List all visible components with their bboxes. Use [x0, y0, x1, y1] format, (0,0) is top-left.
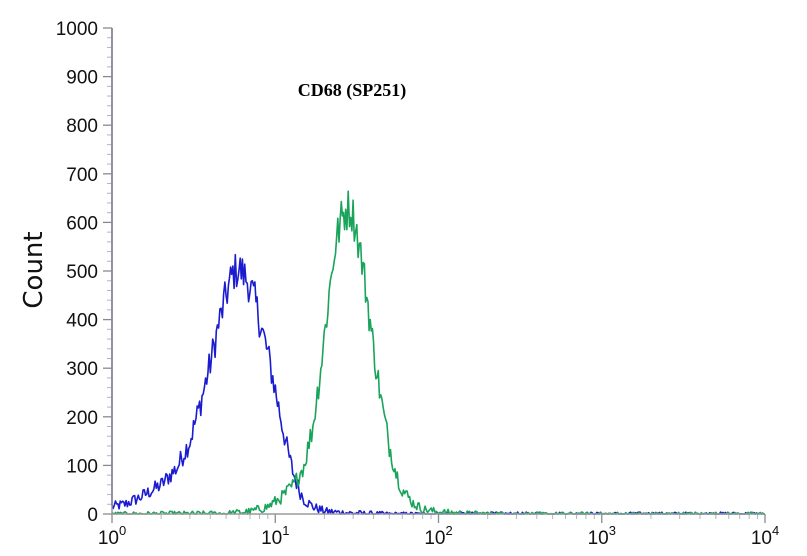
y-tick-label: 1000 [56, 19, 98, 40]
axes [111, 28, 765, 515]
x-tick-label: 103 [588, 523, 616, 549]
y-tick-label: 0 [87, 505, 98, 526]
x-tick-label: 101 [261, 523, 289, 549]
y-tick-label: 700 [66, 165, 98, 186]
x-tick-label: 104 [751, 523, 779, 549]
y-axis-title: Count [19, 231, 49, 308]
histogram-series [111, 28, 765, 515]
y-tick-label: 900 [66, 68, 98, 89]
histogram-series-1 [111, 28, 765, 515]
y-tick-label: 800 [66, 116, 98, 137]
x-tick-label: 102 [424, 523, 452, 549]
x-tick-label: 100 [98, 523, 126, 549]
y-tick-label: 300 [66, 359, 98, 380]
y-tick-label: 500 [66, 262, 98, 283]
chart-title: CD68 (SP251) [298, 80, 407, 101]
y-tick-label: 100 [66, 456, 98, 477]
y-tick-label: 400 [66, 311, 98, 332]
axis-ticks [103, 27, 766, 523]
y-tick-label: 200 [66, 408, 98, 429]
y-tick-label: 600 [66, 213, 98, 234]
histogram-series-2 [111, 190, 765, 515]
